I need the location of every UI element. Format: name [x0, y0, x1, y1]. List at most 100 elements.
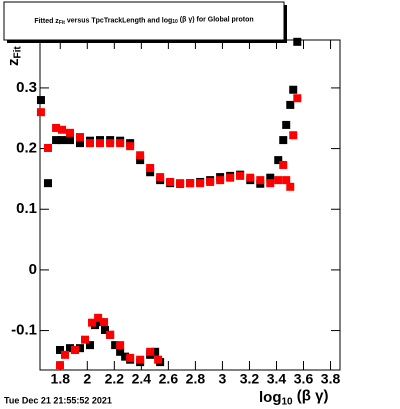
marker — [286, 182, 295, 191]
text-part: (β γ) — [293, 387, 329, 404]
marker — [76, 139, 84, 148]
marker — [86, 139, 94, 148]
x-tick-label: 2.6 — [159, 371, 179, 387]
x-tick-label: 2 — [83, 371, 91, 387]
text-part: z — [5, 59, 22, 67]
x-tick-label: 3.8 — [321, 371, 341, 387]
subscript: 10 — [172, 19, 178, 25]
marker — [86, 341, 94, 350]
marker — [289, 131, 298, 140]
frame — [39, 39, 341, 371]
marker — [266, 173, 275, 182]
date-stamp: Tue Dec 21 21:55:52 2021 — [4, 395, 112, 405]
x-tick-label: 1.8 — [51, 371, 71, 387]
marker — [121, 352, 130, 361]
marker — [116, 139, 125, 148]
marker — [100, 318, 109, 327]
x-tick-label: 3.2 — [240, 371, 260, 387]
subscript: Fit — [12, 46, 23, 59]
marker — [111, 341, 120, 350]
x-tick-label: 3.4 — [267, 371, 287, 387]
marker — [101, 325, 109, 334]
marker — [274, 156, 283, 165]
marker — [274, 176, 283, 185]
marker — [96, 139, 104, 148]
y-tick-label: 0.1 — [16, 200, 37, 217]
marker — [136, 355, 145, 364]
marker — [236, 171, 245, 180]
x-axis-label: log10 (β γ) — [259, 387, 328, 407]
marker — [279, 136, 288, 145]
text-part: log — [259, 389, 282, 406]
marker — [96, 318, 104, 327]
text-part: Fitted z — [34, 18, 59, 25]
marker — [106, 330, 115, 339]
subscript: 10 — [282, 396, 294, 407]
marker — [293, 37, 302, 46]
marker — [136, 156, 145, 165]
marker — [266, 179, 275, 188]
marker — [146, 347, 155, 356]
marker — [146, 163, 155, 172]
marker — [166, 177, 175, 186]
marker — [282, 176, 291, 185]
marker — [186, 179, 195, 188]
x-tick-label: 3.6 — [294, 371, 314, 387]
marker — [151, 347, 160, 356]
y-tick-label: -0.1 — [11, 322, 37, 339]
marker — [246, 173, 255, 182]
marker — [289, 85, 298, 94]
marker — [66, 128, 74, 137]
marker — [282, 120, 291, 129]
chart-title: Fitted zFit versus TpcTrackLength and lo… — [34, 16, 253, 26]
y-tick-label: 0.3 — [16, 79, 37, 96]
marker — [196, 179, 205, 188]
marker — [66, 136, 74, 145]
title-box — [3, 1, 285, 41]
marker — [216, 176, 225, 185]
x-tick-label: 3 — [219, 371, 227, 387]
marker — [126, 142, 135, 151]
marker — [58, 136, 67, 145]
marker — [52, 136, 61, 145]
marker — [94, 313, 103, 322]
marker — [43, 179, 52, 188]
marker — [66, 344, 74, 353]
marker — [293, 94, 302, 103]
x-tick-label: 2.8 — [186, 371, 206, 387]
y-tick-label: 0.2 — [16, 140, 37, 157]
marker — [36, 96, 45, 105]
marker — [206, 177, 215, 186]
marker — [56, 345, 64, 354]
marker — [176, 179, 185, 188]
marker — [76, 133, 84, 142]
y-axis-label: zFit — [5, 46, 23, 66]
marker — [126, 353, 135, 362]
marker — [136, 151, 145, 160]
text-part: versus TpcTrackLength and log — [65, 17, 172, 24]
marker — [56, 361, 64, 370]
text-part: (β γ) for Global proton — [178, 16, 254, 23]
marker — [256, 176, 265, 185]
marker — [58, 125, 67, 134]
y-tick-label: 0 — [29, 261, 37, 278]
marker — [116, 341, 125, 350]
marker — [116, 347, 125, 356]
marker — [154, 355, 163, 364]
marker — [76, 344, 84, 353]
subscript: Fit — [59, 20, 65, 26]
x-tick-label: 2.2 — [105, 371, 125, 387]
marker — [226, 173, 235, 182]
marker — [43, 143, 52, 152]
marker — [88, 318, 97, 327]
marker — [286, 100, 295, 109]
marker — [81, 335, 89, 344]
marker — [61, 350, 69, 359]
marker — [279, 160, 288, 169]
marker — [71, 345, 79, 354]
x-tick-label: 2.4 — [132, 371, 152, 387]
marker — [156, 173, 165, 182]
marker — [36, 108, 45, 117]
marker — [146, 168, 155, 177]
